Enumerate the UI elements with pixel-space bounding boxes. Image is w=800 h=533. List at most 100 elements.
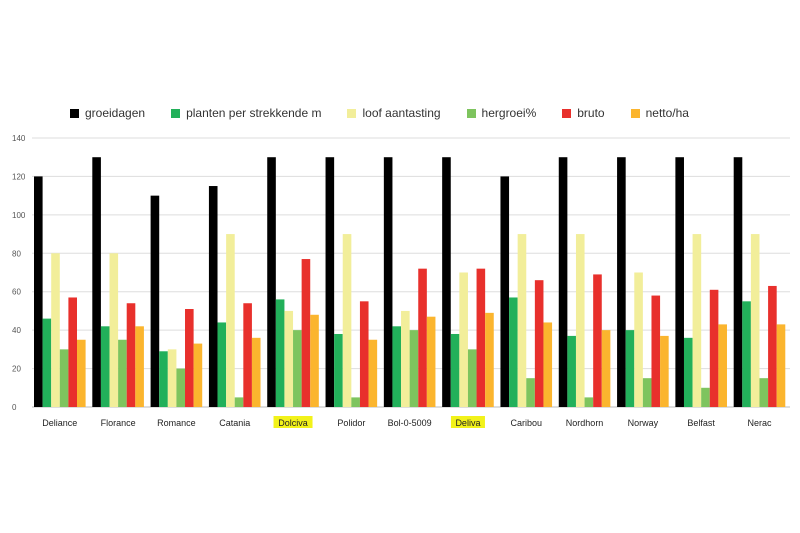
bar-planten-per-strekkende-m (450, 333, 460, 407)
bar-bruto (418, 268, 427, 407)
x-category-label: Nordhorn (566, 418, 604, 428)
bar-hergroei- (293, 330, 302, 407)
bar-hergroei- (584, 397, 594, 407)
legend-label: planten per strekkende m (186, 106, 322, 120)
x-category-label: Deliva (455, 418, 480, 428)
bar-groeidagen (558, 157, 568, 407)
bar-netto-ha (368, 339, 378, 407)
bar-netto-ha (77, 339, 86, 407)
x-category-label: Dolciva (278, 418, 308, 428)
y-tick-label: 80 (12, 249, 21, 258)
x-category-label: Norway (628, 418, 659, 428)
bar-groeidagen (34, 176, 43, 407)
bar-bruto (68, 297, 77, 407)
legend-label: hergroei% (481, 106, 537, 120)
y-tick-label: 0 (12, 403, 17, 412)
bar-loof-aantasting (226, 234, 235, 407)
legend-swatch (562, 108, 572, 118)
bar-netto-ha (660, 335, 669, 407)
y-tick-label: 120 (12, 172, 26, 181)
y-tick-label: 100 (12, 211, 26, 220)
bar-hergroei- (526, 378, 535, 407)
bar-bruto (534, 280, 544, 407)
bar-groeidagen (442, 157, 451, 407)
legend: groeidagen planten per strekkende m loof a… (70, 106, 715, 120)
bar-loof-aantasting (284, 310, 294, 407)
y-tick-label: 140 (12, 134, 26, 143)
bar-loof-aantasting (51, 253, 60, 407)
x-category-label: Polidor (337, 418, 365, 428)
x-category-label: Belfast (687, 418, 715, 428)
bar-hergroei- (467, 349, 477, 407)
bar-bruto (593, 274, 602, 407)
bar-hergroei- (176, 368, 186, 407)
legend-item: planten per strekkende m (171, 106, 321, 120)
legend-item: bruto (562, 106, 605, 120)
category-highlight (450, 416, 485, 428)
y-tick-label: 60 (12, 288, 21, 297)
bar-netto-ha (485, 312, 494, 407)
bar-groeidagen (325, 157, 335, 407)
bar-loof-aantasting (517, 234, 527, 407)
bar-planten-per-strekkende-m (742, 301, 751, 407)
legend-swatch (70, 108, 79, 118)
bar-loof-aantasting (167, 349, 177, 407)
bar-loof-aantasting (401, 310, 410, 407)
legend-label: bruto (577, 106, 605, 120)
bar-bruto (243, 303, 252, 407)
bar-planten-per-strekkende-m (392, 326, 402, 407)
bar-groeidagen (733, 157, 743, 407)
bar-groeidagen (617, 157, 626, 407)
bar-netto-ha (601, 330, 611, 407)
x-category-label: Bol-0-5009 (388, 418, 432, 428)
legend-swatch (630, 108, 640, 118)
bar-loof-aantasting (750, 234, 760, 407)
bar-loof-aantasting (109, 253, 119, 407)
x-category-label: Deliance (42, 418, 77, 428)
bar-hergroei- (234, 397, 244, 407)
bar-groeidagen (92, 157, 101, 407)
bar-groeidagen (383, 157, 393, 407)
bar-netto-ha (193, 343, 203, 407)
x-category-label: Romance (157, 418, 196, 428)
x-category-label: Caribou (510, 418, 542, 428)
bar-planten-per-strekkende-m (275, 299, 285, 407)
bar-planten-per-strekkende-m (625, 330, 635, 407)
bar-bruto (359, 301, 369, 407)
bar-planten-per-strekkende-m (159, 351, 168, 407)
bar-groeidagen (267, 157, 276, 407)
legend-item: hergroei% (466, 106, 537, 120)
bar-planten-per-strekkende-m (509, 297, 518, 407)
category-highlight (273, 416, 313, 428)
bar-bruto (651, 295, 661, 407)
bar-bruto (185, 309, 194, 407)
legend-label: loof aantasting (362, 106, 441, 120)
bar-groeidagen (675, 157, 684, 407)
bar-bruto (709, 289, 719, 407)
bar-loof-aantasting (634, 272, 643, 407)
bar-loof-aantasting (342, 234, 352, 407)
bar-netto-ha (543, 322, 553, 407)
x-category-label: Nerac (747, 418, 772, 428)
bar-hergroei- (759, 378, 769, 407)
bar-planten-per-strekkende-m (683, 337, 693, 407)
bar-bruto (476, 268, 486, 407)
bar-planten-per-strekkende-m (334, 333, 343, 407)
legend-swatch (466, 108, 476, 118)
bar-planten-per-strekkende-m (567, 335, 576, 407)
legend-item: groeidagen (70, 106, 145, 120)
legend-item: loof aantasting (347, 106, 441, 120)
bar-netto-ha (251, 337, 261, 407)
x-category-label: Florance (101, 418, 136, 428)
legend-item: netto/ha (630, 106, 689, 120)
bar-netto-ha (135, 326, 144, 407)
bar-netto-ha (310, 314, 319, 407)
bar-bruto (126, 303, 136, 407)
bar-planten-per-strekkende-m (42, 318, 52, 407)
bar-planten-per-strekkende-m (217, 322, 227, 407)
bar-hergroei- (701, 387, 710, 407)
bar-netto-ha (776, 324, 786, 407)
legend-label: netto/ha (645, 106, 689, 120)
bar-netto-ha (718, 324, 727, 407)
